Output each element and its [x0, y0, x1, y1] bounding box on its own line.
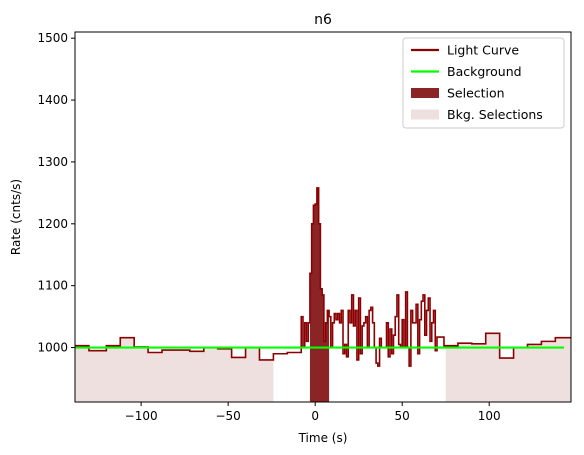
legend-swatch [411, 109, 439, 120]
x-tick-label: 0 [311, 409, 319, 423]
y-tick-label: 1500 [37, 31, 68, 45]
y-tick-label: 1100 [37, 279, 68, 293]
plot-area [75, 187, 571, 402]
legend-label: Light Curve [447, 43, 519, 58]
x-tick-label: −100 [125, 409, 158, 423]
legend-box [402, 37, 565, 129]
legend-label: Bkg. Selections [447, 107, 543, 122]
x-axis-label: Time (s) [298, 431, 348, 445]
x-tick-label: 100 [478, 409, 501, 423]
y-tick-label: 1300 [37, 155, 68, 169]
y-tick-label: 1200 [37, 217, 68, 231]
legend-label: Selection [447, 86, 505, 101]
bkg-selection-region-1 [445, 333, 571, 402]
y-axis: 1000 1100 1200 1300 1400 1500 [37, 31, 75, 355]
legend: Light Curve Background Selection Bkg. Selec… [402, 37, 565, 129]
chart-title: n6 [314, 12, 332, 28]
x-tick-label: −50 [215, 409, 240, 423]
x-tick-label: 50 [395, 409, 410, 423]
legend-label: Background [447, 64, 522, 79]
y-tick-label: 1400 [37, 93, 68, 107]
axes-frame [74, 31, 572, 403]
x-axis: −100 −50 0 50 100 [125, 402, 501, 423]
y-axis-label: Rate (cnts/s) [9, 179, 23, 255]
legend-swatch [411, 88, 439, 98]
bkg-selection-region-0 [75, 337, 274, 402]
y-tick-label: 1000 [37, 341, 68, 355]
